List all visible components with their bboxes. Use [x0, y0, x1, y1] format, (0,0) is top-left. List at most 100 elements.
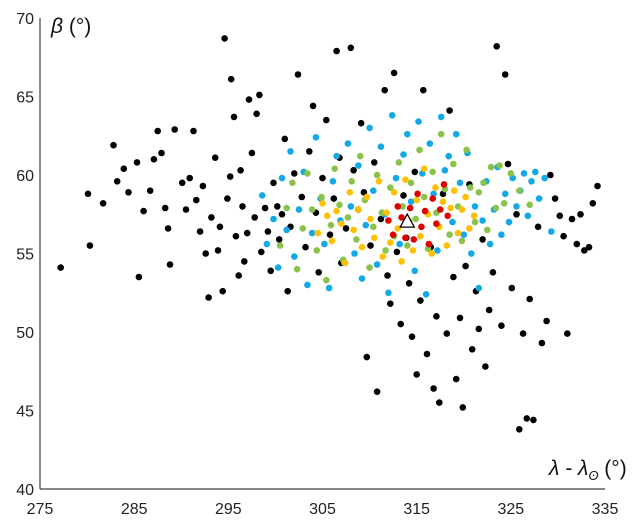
black-data-point [326, 231, 334, 238]
black-data-point [350, 167, 357, 174]
green-data-point [336, 201, 343, 209]
blue-data-point [541, 174, 548, 182]
yellow-data-point [409, 247, 417, 254]
yellow-data-point [363, 193, 371, 201]
red-data-point [433, 220, 440, 227]
black-data-point [309, 102, 317, 110]
yellow-data-point [458, 206, 466, 213]
black-data-point [274, 203, 281, 210]
green-data-point [323, 276, 330, 284]
black-data-point [501, 71, 509, 78]
black-data-point [235, 272, 242, 279]
black-data-point [397, 320, 405, 328]
blue-data-point [452, 130, 460, 138]
black-data-point [547, 171, 554, 179]
black-data-point [261, 204, 269, 212]
green-data-point [313, 247, 321, 254]
black-data-point [164, 225, 172, 232]
black-data-point [232, 232, 240, 240]
red-data-point [440, 181, 448, 188]
black-data-point [224, 195, 231, 202]
blue-data-point [258, 192, 266, 199]
blue-data-point [456, 179, 464, 187]
blue-data-point [535, 195, 543, 202]
yellow-data-point [375, 178, 383, 185]
red-data-point [436, 206, 444, 213]
black-data-point [241, 258, 248, 265]
blue-data-point [263, 240, 271, 248]
yellow-data-point [454, 229, 462, 237]
blue-data-point [373, 261, 381, 268]
black-data-point [202, 250, 209, 257]
black-data-point [196, 228, 204, 235]
y-tick-label: 45 [16, 404, 34, 421]
blue-data-point [308, 229, 316, 237]
black-data-point [508, 284, 516, 292]
black-data-point [479, 236, 486, 243]
blue-data-point [325, 284, 333, 292]
black-data-point [211, 154, 219, 161]
green-data-point [450, 160, 457, 168]
green-data-point [378, 209, 386, 216]
yellow-data-point [451, 187, 458, 194]
blue-data-point [344, 140, 352, 147]
black-data-point [150, 156, 158, 163]
red-data-point [402, 234, 409, 242]
black-data-point [456, 314, 464, 322]
blue-data-point [441, 167, 449, 174]
x-tick-label: 275 [27, 501, 54, 518]
green-data-point [299, 225, 307, 232]
black-data-point [400, 192, 407, 199]
x-tick-label: 315 [403, 501, 430, 518]
black-data-point [302, 243, 309, 251]
blue-data-point [355, 162, 362, 169]
blue-data-point [274, 264, 282, 271]
blue-data-point [520, 170, 528, 177]
red-data-point [444, 212, 452, 220]
yellow-data-point [466, 225, 473, 232]
black-data-point [530, 416, 537, 424]
green-data-point [492, 204, 500, 212]
black-data-point [256, 91, 263, 99]
black-data-point [219, 287, 226, 295]
red-data-point [429, 195, 437, 202]
green-data-point [458, 237, 466, 245]
green-data-point [446, 231, 453, 238]
yellow-data-point [383, 209, 390, 216]
black-data-point [384, 272, 391, 279]
green-data-point [416, 146, 423, 154]
black-data-point [284, 287, 292, 295]
y-tick-label: 50 [16, 325, 34, 342]
green-data-point [370, 223, 377, 231]
blue-data-point [362, 221, 370, 229]
black-data-point [140, 207, 147, 215]
red-data-point [414, 190, 421, 198]
blue-data-point [498, 231, 505, 238]
black-data-point [86, 242, 94, 249]
blue-data-point [475, 284, 483, 292]
yellow-data-point [447, 204, 454, 212]
green-data-point [404, 242, 411, 249]
blue-data-point [366, 124, 373, 132]
blue-data-point [400, 151, 407, 158]
yellow-data-point [371, 234, 378, 242]
black-data-point [113, 178, 121, 185]
x-tick-label: 335 [592, 501, 619, 518]
red-data-point [394, 203, 402, 210]
black-data-point [405, 280, 413, 287]
black-data-point [125, 189, 132, 196]
black-data-point [423, 350, 431, 358]
black-data-point [298, 193, 306, 201]
black-data-point [452, 375, 460, 383]
green-data-point [293, 265, 301, 273]
black-data-point [158, 149, 165, 157]
black-data-point [573, 240, 581, 248]
black-data-point [482, 363, 489, 370]
black-data-point [270, 179, 277, 187]
black-data-point [171, 126, 178, 133]
black-data-point [294, 71, 302, 78]
triangle-marker [399, 212, 416, 228]
black-data-point [526, 295, 533, 303]
black-data-point [387, 300, 394, 308]
